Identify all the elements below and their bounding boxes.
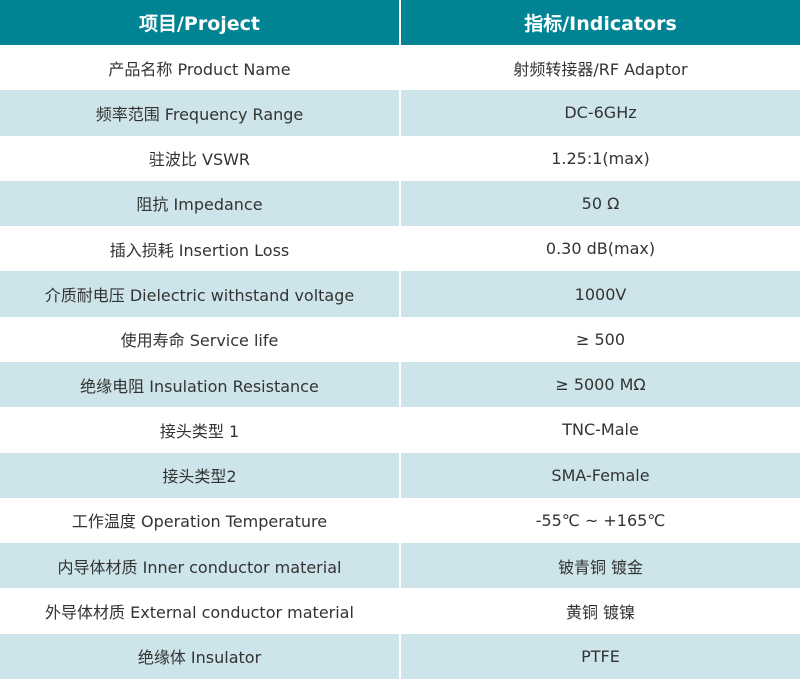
project-cell: 阻抗 Impedance — [0, 180, 401, 227]
indicator-cell: DC-6GHz — [400, 90, 800, 136]
indicator-cell: 1.25:1(max) — [400, 135, 800, 181]
indicator-cell: 黄铜 镀镍 — [400, 588, 800, 634]
table-row: 驻波比 VSWR 1.25:1(max) — [0, 135, 800, 181]
table-row: 接头类型2 SMA-Female — [0, 452, 800, 498]
table-row: 接头类型 1 TNC-Male — [0, 407, 800, 453]
indicator-cell: 1000V — [400, 271, 800, 317]
indicator-cell: 射频转接器/RF Adaptor — [400, 45, 800, 91]
project-cell: 外导体材质 External conductor material — [0, 588, 401, 634]
indicator-cell: ≥ 5000 MΩ — [400, 361, 800, 408]
table-row: 绝缘电阻 Insulation Resistance ≥ 5000 MΩ — [0, 361, 800, 408]
table-row: 产品名称 Product Name 射频转接器/RF Adaptor — [0, 45, 800, 91]
header-project: 项目/Project — [0, 0, 401, 45]
project-cell: 接头类型 1 — [0, 407, 401, 453]
table-header-row: 项目/Project 指标/Indicators — [0, 0, 800, 45]
table-row: 阻抗 Impedance 50 Ω — [0, 180, 800, 227]
table-row: 工作温度 Operation Temperature -55℃ ~ +165℃ — [0, 497, 800, 544]
project-cell: 产品名称 Product Name — [0, 45, 401, 91]
table-row: 频率范围 Frequency Range DC-6GHz — [0, 90, 800, 136]
project-cell: 插入损耗 Insertion Loss — [0, 226, 401, 272]
indicator-cell: ≥ 500 — [400, 316, 800, 362]
project-cell: 使用寿命 Service life — [0, 316, 401, 362]
indicator-cell: TNC-Male — [400, 407, 800, 453]
table-row: 插入损耗 Insertion Loss 0.30 dB(max) — [0, 226, 800, 272]
indicator-cell: PTFE — [400, 633, 800, 679]
table-row: 介质耐电压 Dielectric withstand voltage 1000V — [0, 271, 800, 317]
table-row: 外导体材质 External conductor material 黄铜 镀镍 — [0, 588, 800, 634]
indicator-cell: 铍青铜 镀金 — [400, 543, 800, 589]
indicator-cell: SMA-Female — [400, 452, 800, 498]
project-cell: 接头类型2 — [0, 452, 401, 498]
table-row: 使用寿命 Service life ≥ 500 — [0, 316, 800, 362]
project-cell: 频率范围 Frequency Range — [0, 90, 401, 136]
project-cell: 绝缘电阻 Insulation Resistance — [0, 361, 401, 408]
project-cell: 驻波比 VSWR — [0, 135, 401, 181]
project-cell: 介质耐电压 Dielectric withstand voltage — [0, 271, 401, 317]
table-row: 内导体材质 Inner conductor material 铍青铜 镀金 — [0, 543, 800, 589]
indicator-cell: -55℃ ~ +165℃ — [400, 497, 800, 544]
table-row: 绝缘体 Insulator PTFE — [0, 633, 800, 679]
header-indicators: 指标/Indicators — [400, 0, 800, 45]
indicator-cell: 0.30 dB(max) — [400, 226, 800, 272]
indicator-cell: 50 Ω — [400, 180, 800, 227]
project-cell: 工作温度 Operation Temperature — [0, 497, 401, 544]
project-cell: 绝缘体 Insulator — [0, 633, 401, 679]
project-cell: 内导体材质 Inner conductor material — [0, 543, 401, 589]
